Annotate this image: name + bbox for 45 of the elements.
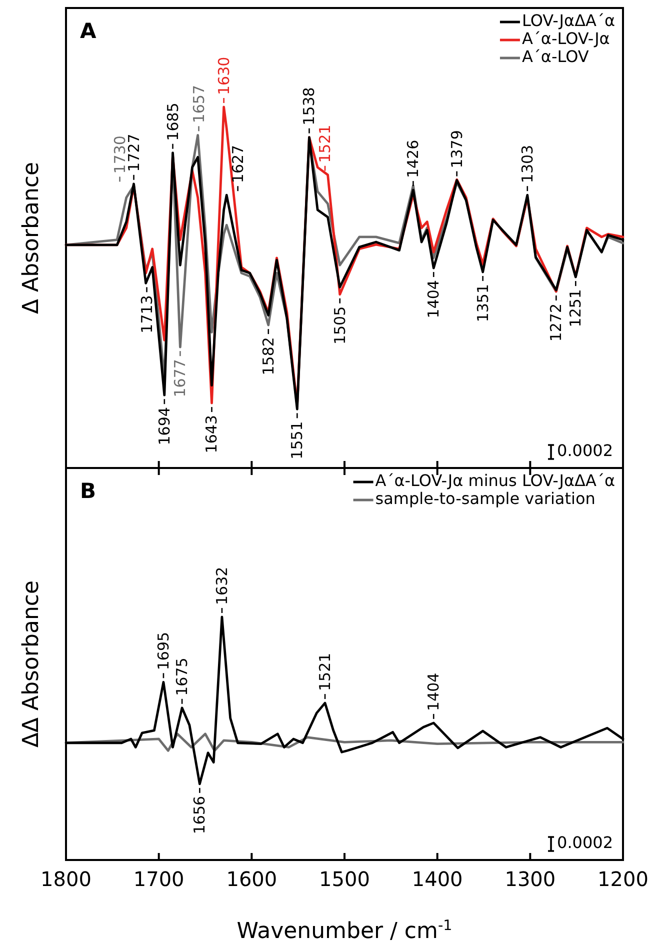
annotation: 0.0002 bbox=[557, 833, 613, 852]
annotation: 1521 bbox=[316, 652, 334, 692]
chart-title: A bbox=[80, 19, 97, 43]
annotation: 1694 bbox=[155, 407, 174, 446]
annotation: 1521 bbox=[316, 124, 334, 163]
x-tick-label: 1400 bbox=[412, 867, 463, 892]
annotation: 1538 bbox=[300, 87, 318, 126]
annotation: 1632 bbox=[212, 566, 231, 605]
x-tick-label: 1800 bbox=[40, 867, 92, 892]
annotation: 1685 bbox=[164, 102, 182, 141]
annotation: 0.0002 bbox=[557, 441, 613, 460]
annotation: 1627 bbox=[228, 144, 247, 184]
legend-label: A´α-LOV-Jα minus LOV-JαΔA´α bbox=[375, 471, 615, 490]
x-tick-label: 1200 bbox=[598, 867, 648, 892]
annotation: 1351 bbox=[474, 284, 492, 322]
annotation: 1505 bbox=[330, 306, 349, 345]
legend-label: sample-to-sample variation bbox=[375, 489, 596, 508]
annotation: 1643 bbox=[202, 415, 221, 454]
annotation: 1713 bbox=[138, 295, 156, 334]
annotation: 1272 bbox=[547, 303, 566, 342]
annotation: 1303 bbox=[518, 144, 536, 184]
annotation: 1404 bbox=[424, 672, 443, 711]
x-tick-label: 1300 bbox=[504, 867, 556, 892]
annotation: 1695 bbox=[154, 632, 172, 670]
x-tick-label: 1500 bbox=[319, 867, 370, 892]
annotation: 1251 bbox=[566, 289, 585, 328]
annotation: 1426 bbox=[404, 140, 422, 178]
annotation: 1630 bbox=[214, 56, 233, 95]
annotation: 1551 bbox=[288, 421, 306, 460]
annotation: 1677 bbox=[171, 359, 190, 398]
annotation: 1404 bbox=[424, 280, 443, 318]
legend-label: A´α-LOV-Jα bbox=[522, 29, 610, 48]
annotation: 1657 bbox=[190, 84, 208, 124]
x-axis-title: Wavenumber / cm$^{-1}$ bbox=[236, 918, 452, 944]
y-axis-title: Δ Absorbance bbox=[19, 162, 44, 314]
y-axis-title: ΔΔ Absorbance bbox=[19, 580, 44, 748]
x-tick-label: 1700 bbox=[133, 867, 184, 892]
annotation: 1379 bbox=[448, 130, 466, 168]
annotation: 1582 bbox=[259, 337, 278, 376]
legend-label: A´α-LOV bbox=[522, 47, 589, 66]
legend-label: LOV-JαΔA´α bbox=[522, 11, 615, 30]
chart-title: B bbox=[80, 479, 96, 503]
annotation: 1675 bbox=[173, 658, 192, 696]
annotation: 1656 bbox=[190, 796, 209, 834]
x-tick-label: 1600 bbox=[226, 867, 278, 892]
